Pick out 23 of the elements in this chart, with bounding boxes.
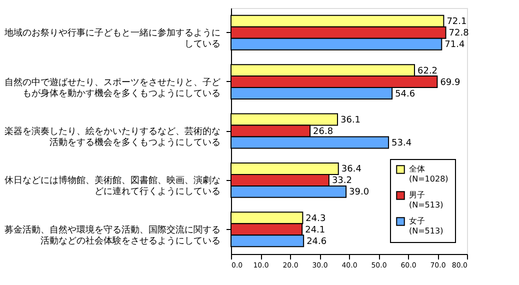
data-label: 36.4 xyxy=(341,164,362,175)
data-label: 72.1 xyxy=(446,17,467,28)
legend-label: 女子 (N=513) xyxy=(409,216,444,236)
data-label: 69.9 xyxy=(440,78,461,88)
y-tick-label: 休日などには博物館、美術館、図書館、映画、演劇などに連れて行くようにしている xyxy=(4,175,220,198)
data-label: 53.4 xyxy=(392,138,412,148)
legend-label: 男子 (N=513) xyxy=(409,190,444,210)
y-tick-label: 募金活動、自然や環境を守る活動、国際交流に関する活動などの社会体験をさせるようにしている xyxy=(4,224,220,246)
data-label: 33.2 xyxy=(332,176,352,186)
y-tick-label: 地域のお祭りや行事に子どもと一緒に参加するようにしている xyxy=(4,28,220,50)
data-label: 71.4 xyxy=(444,40,465,50)
data-label: 24.3 xyxy=(306,214,326,224)
data-label: 26.8 xyxy=(313,127,334,137)
y-tick-label: 楽器を演奏したり、絵をかいたりするなど、芸術的な活動をする機会を多くもつようにしている xyxy=(4,126,220,148)
data-label: 24.1 xyxy=(305,225,326,236)
data-label: 39.0 xyxy=(349,188,370,198)
legend-label: 全体 (N=1028) xyxy=(409,164,448,184)
y-tick-label: 自然の中で遊ばせたり、スポーツをさせたりと、子どもが身体を動かす機会を多くもつようにしている xyxy=(4,76,220,99)
data-label: 24.6 xyxy=(306,236,327,247)
data-label: 72.8 xyxy=(448,28,470,39)
data-label: 62.2 xyxy=(417,66,438,76)
data-label: 36.1 xyxy=(340,116,361,126)
data-label: 54.6 xyxy=(395,89,416,100)
